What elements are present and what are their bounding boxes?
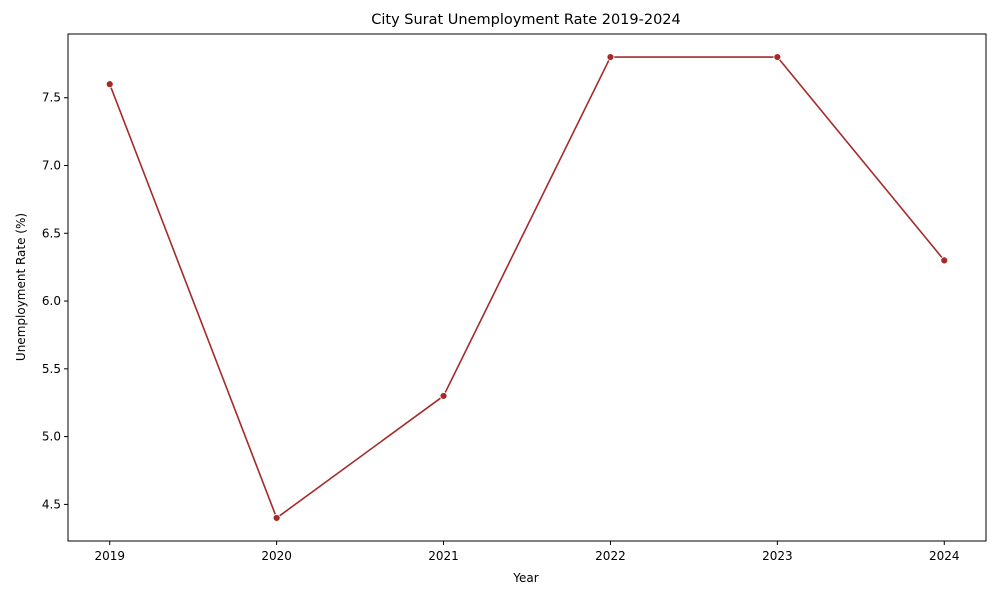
series-layer <box>105 53 949 522</box>
y-tick-label: 4.5 <box>42 497 61 511</box>
y-tick-label: 5.0 <box>42 430 61 444</box>
x-tick-label: 2020 <box>261 549 292 563</box>
y-tick-label: 5.5 <box>42 362 61 376</box>
x-tick-label: 2022 <box>595 549 626 563</box>
data-point <box>606 53 615 61</box>
y-tick-label: 6.5 <box>42 226 61 240</box>
plot-area <box>67 33 987 542</box>
chart-title: City Surat Unemployment Rate 2019-2024 <box>371 12 681 28</box>
data-point <box>105 80 114 89</box>
data-point <box>773 53 782 61</box>
y-axis: 4.5 5.0 5.5 6.0 6.5 7.0 7.5 <box>42 91 68 511</box>
x-tick-label: 2021 <box>428 549 459 563</box>
x-axis-title: Year <box>512 571 538 585</box>
x-tick-label: 2024 <box>929 549 960 563</box>
x-tick-label: 2023 <box>762 549 793 563</box>
y-tick-label: 6.0 <box>42 294 61 308</box>
y-tick-label: 7.0 <box>42 158 61 172</box>
y-tick-label: 7.5 <box>42 91 61 105</box>
x-axis: 2019 2020 2021 2022 2023 2024 <box>94 541 960 563</box>
data-point <box>272 514 281 522</box>
x-tick-label: 2019 <box>94 549 125 563</box>
y-axis-title: Unemployment Rate (%) <box>14 213 28 361</box>
data-point <box>439 392 448 400</box>
series-line <box>108 56 945 519</box>
data-point <box>940 256 949 265</box>
